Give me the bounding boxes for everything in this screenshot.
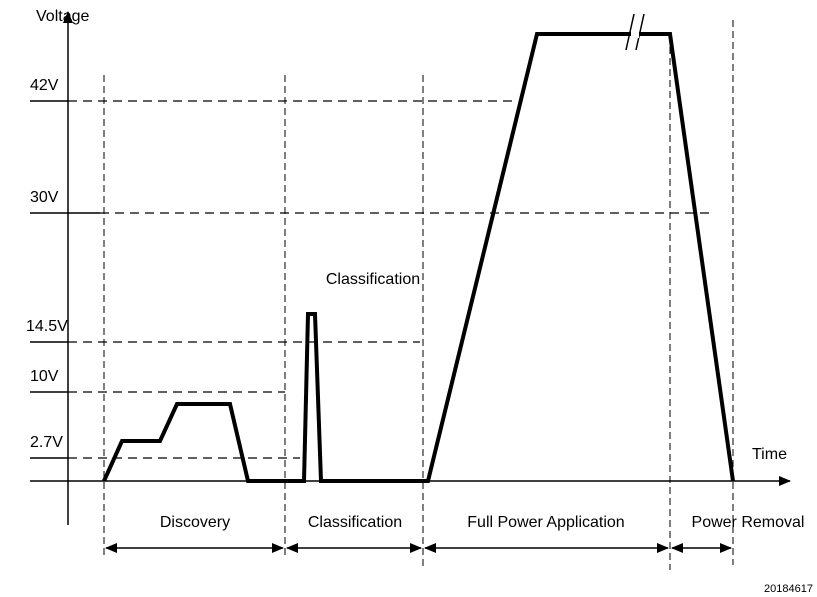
phase-label: Full Power Application	[467, 514, 624, 531]
level-label: 10V	[30, 368, 59, 385]
figure-id: 20184617	[764, 583, 813, 595]
level-label: 2.7V	[30, 434, 63, 451]
x-axis-label: Time	[752, 446, 787, 463]
y-axis-label: Voltage	[36, 8, 89, 25]
annotation: Classification	[326, 271, 420, 288]
level-label: 14.5V	[26, 318, 68, 335]
phase-label: Power Removal	[692, 514, 805, 531]
break-mark	[635, 13, 645, 51]
phase-label: Classification	[308, 514, 402, 531]
level-label: 30V	[30, 189, 59, 206]
level-label: 42V	[30, 77, 59, 94]
break-gap	[631, 30, 639, 38]
voltage-levels: 42V 30V 14.5V 10V 2.7V	[26, 77, 715, 459]
break-mark	[625, 13, 635, 51]
phase-label: Discovery	[160, 514, 230, 531]
voltage-waveform	[102, 32, 735, 483]
